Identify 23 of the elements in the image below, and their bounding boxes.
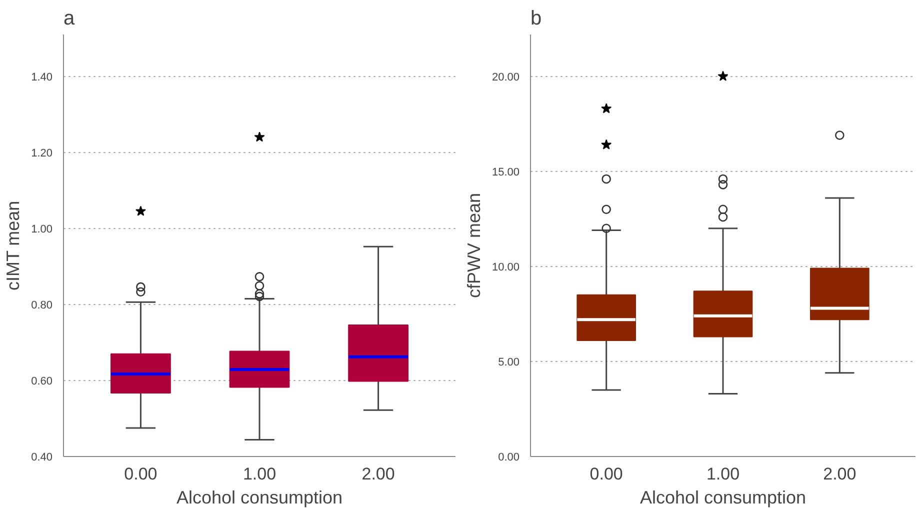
x-tick-label: 2.00 bbox=[823, 464, 856, 484]
y-tick-label: 5.00 bbox=[498, 356, 520, 368]
y-tick-label: 0.60 bbox=[31, 375, 53, 388]
x-tick-label: 0.00 bbox=[590, 464, 623, 484]
y-tick-label: 1.20 bbox=[31, 147, 53, 160]
y-tick-label: 10.00 bbox=[492, 261, 520, 274]
x-tick-label: 1.00 bbox=[242, 464, 276, 484]
x-tick-label: 2.00 bbox=[362, 464, 395, 484]
x-tick-label: 1.00 bbox=[706, 464, 740, 484]
y-tick-label: 0.80 bbox=[31, 299, 53, 312]
y-axis-title: cfPWV mean bbox=[464, 192, 484, 298]
y-axis-title: cIMT mean bbox=[3, 200, 24, 291]
y-tick-label: 1.00 bbox=[31, 223, 53, 236]
x-axis-title: Alcohol consumption bbox=[176, 488, 343, 508]
x-axis-title: Alcohol consumption bbox=[640, 488, 806, 508]
y-tick-label: 20.00 bbox=[492, 71, 520, 84]
y-tick-label: 0.40 bbox=[31, 452, 53, 464]
chart-title: b bbox=[530, 8, 542, 30]
x-tick-label: 0.00 bbox=[124, 464, 158, 484]
y-tick-label: 15.00 bbox=[492, 166, 520, 178]
y-tick-label: 1.40 bbox=[31, 71, 53, 84]
chart-title: a bbox=[64, 8, 76, 30]
y-tick-label: 0.00 bbox=[498, 452, 520, 464]
